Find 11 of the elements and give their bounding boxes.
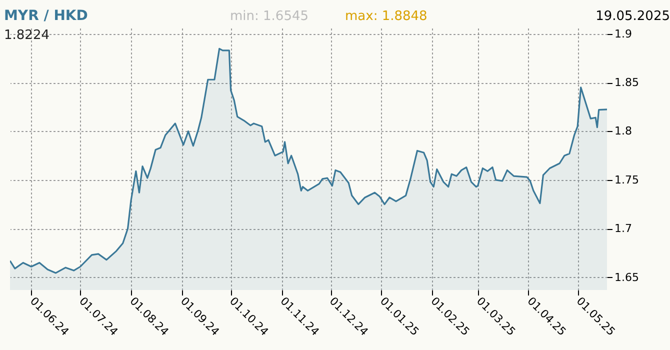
y-tick-label: 1.65 [614, 270, 639, 284]
text: max: 1.8848 [345, 9, 428, 24]
text: min: 1.6545 [230, 9, 309, 24]
y-tick-label: 1.8 [614, 124, 632, 138]
annotation: 1.8224 [4, 28, 50, 43]
y-tick-label: 1.85 [614, 76, 639, 90]
y-tick-label: 1.7 [614, 222, 632, 236]
text: 19.05.2025 [596, 9, 670, 24]
y-tick-label: 1.9 [614, 27, 632, 40]
chart-title: MYR / HKD [4, 8, 88, 24]
y-tick-label: 1.75 [614, 173, 639, 186]
